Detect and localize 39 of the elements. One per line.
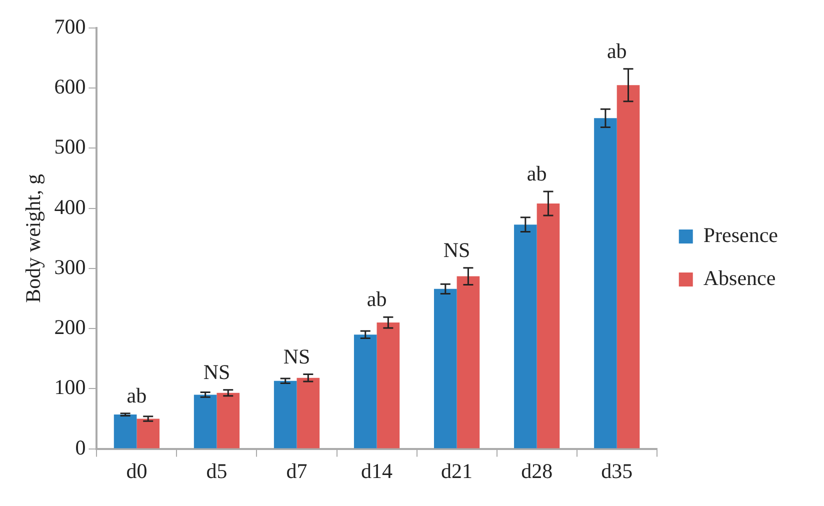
bar — [376, 322, 400, 448]
bar — [514, 224, 537, 448]
bar — [296, 378, 320, 448]
annotation: ab — [126, 383, 147, 408]
annotation: NS — [203, 360, 230, 384]
bar — [216, 392, 240, 448]
bar — [594, 118, 617, 448]
y-tick-label: 300 — [54, 254, 86, 279]
bar — [194, 394, 217, 448]
annotation: ab — [606, 38, 627, 63]
x-tick-label: d5 — [206, 458, 228, 483]
bar — [274, 380, 297, 448]
annotation: NS — [443, 238, 470, 262]
y-tick-label: 100 — [54, 375, 86, 400]
annotation: NS — [283, 344, 310, 368]
y-tick-label: 700 — [54, 14, 86, 39]
x-tick-label: d21 — [441, 458, 473, 483]
x-tick-label: d14 — [361, 458, 394, 483]
annotation: ab — [366, 287, 387, 312]
bar — [354, 334, 377, 448]
bar — [434, 288, 457, 448]
y-tick-label: 400 — [54, 194, 86, 219]
legend-label: Presence — [703, 223, 778, 248]
y-tick-label: 600 — [54, 74, 86, 99]
x-tick-label: d35 — [601, 458, 633, 483]
legend-label: Absence — [703, 266, 776, 290]
bar — [114, 414, 137, 448]
y-tick-label: 500 — [54, 134, 86, 159]
y-tick-label: 200 — [54, 315, 86, 340]
bar — [536, 204, 560, 448]
y-axis-title: Body weight, g — [21, 173, 46, 303]
x-tick-label: d0 — [126, 458, 148, 483]
x-tick-label: d28 — [521, 458, 553, 483]
x-tick-label: d7 — [286, 458, 308, 483]
bar — [456, 276, 480, 448]
bar — [616, 85, 640, 448]
annotation: ab — [526, 162, 547, 186]
bar — [136, 418, 160, 448]
y-tick-label: 0 — [75, 435, 86, 460]
